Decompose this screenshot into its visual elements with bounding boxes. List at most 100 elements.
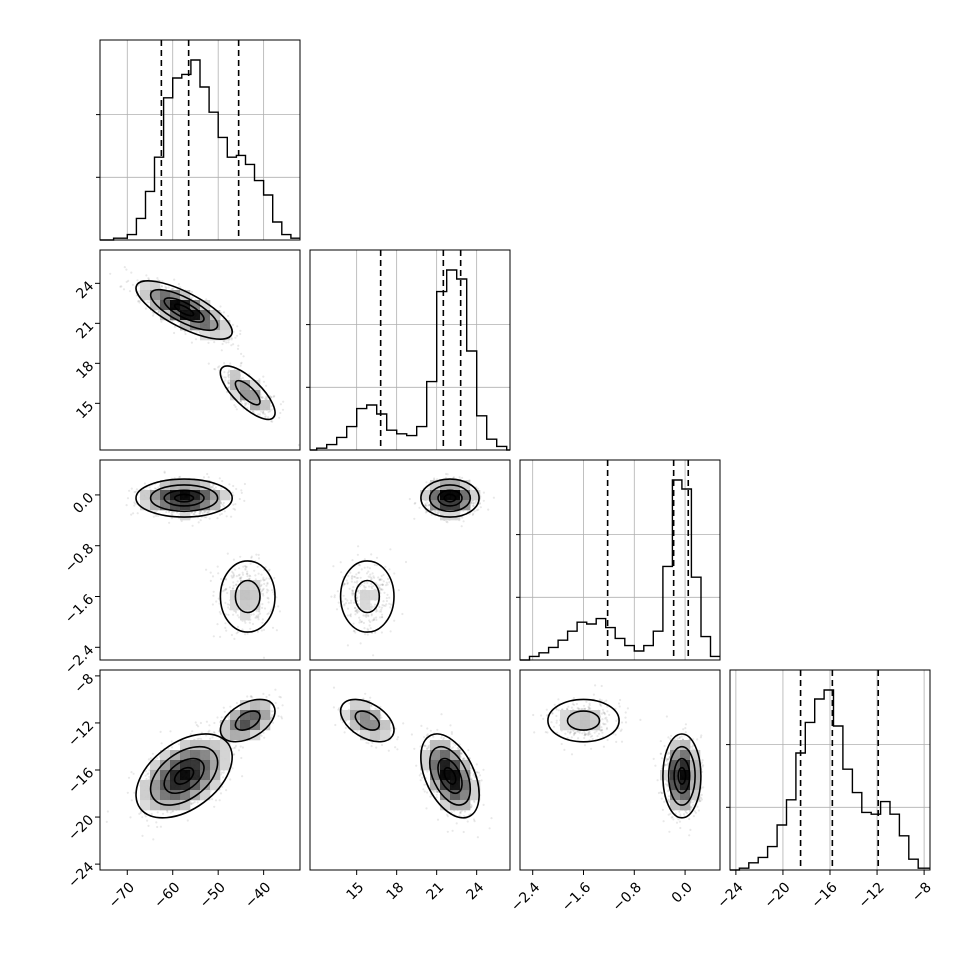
scatter-point bbox=[254, 616, 257, 619]
scatter-point bbox=[239, 362, 243, 365]
scatter-point bbox=[262, 594, 265, 597]
density-cell bbox=[200, 310, 211, 321]
scatter-point bbox=[227, 376, 230, 379]
scatter-point bbox=[202, 476, 206, 479]
scatter-point bbox=[482, 499, 485, 502]
scatter-point bbox=[424, 504, 427, 507]
panel-frame bbox=[99, 459, 301, 661]
scatter-point bbox=[359, 576, 362, 579]
scatter-point bbox=[277, 605, 280, 608]
scatter-point bbox=[476, 487, 480, 490]
scatter-point bbox=[236, 325, 239, 328]
scatter-point bbox=[222, 311, 226, 314]
scatter-point bbox=[363, 566, 366, 569]
scatter-point bbox=[223, 371, 226, 374]
scatter-point bbox=[190, 341, 193, 344]
scatter-point bbox=[161, 812, 165, 815]
contour-line bbox=[428, 484, 472, 513]
scatter-point bbox=[240, 361, 243, 364]
panel-frame bbox=[309, 459, 511, 661]
scatter-point bbox=[333, 594, 336, 597]
scatter-point bbox=[369, 627, 372, 630]
scatter-point bbox=[221, 342, 224, 346]
scatter-point bbox=[232, 576, 235, 579]
scatter-point bbox=[355, 573, 358, 576]
density-cell bbox=[220, 320, 231, 331]
scatter-point bbox=[349, 614, 352, 617]
scatter-point bbox=[199, 510, 202, 513]
scatter-point bbox=[194, 338, 198, 341]
scatter-point bbox=[125, 280, 128, 283]
scatter-point bbox=[367, 614, 370, 617]
scatter-point bbox=[477, 508, 480, 511]
scatter-point bbox=[203, 511, 207, 514]
scatter-point bbox=[214, 486, 217, 489]
scatter-point bbox=[234, 336, 237, 339]
scatter-point bbox=[157, 310, 160, 314]
density-cell bbox=[460, 500, 471, 511]
scatter-point bbox=[212, 590, 215, 593]
scatter-point bbox=[347, 602, 351, 605]
scatter-point bbox=[147, 277, 150, 280]
density-cell bbox=[230, 600, 241, 611]
scatter-point bbox=[227, 375, 230, 378]
scatter-point bbox=[263, 607, 267, 610]
density-cell bbox=[200, 300, 211, 311]
scatter-point bbox=[472, 504, 475, 508]
scatter-point bbox=[362, 614, 365, 617]
scatter-point bbox=[266, 613, 269, 616]
scatter-point bbox=[120, 285, 123, 288]
scatter-point bbox=[266, 596, 269, 600]
scatter-point bbox=[397, 589, 400, 592]
scatter-point bbox=[235, 632, 238, 635]
scatter-point bbox=[363, 586, 366, 589]
scatter-point bbox=[257, 618, 260, 621]
scatter-point bbox=[144, 307, 147, 310]
scatter-point bbox=[146, 301, 149, 304]
scatter-point bbox=[231, 570, 234, 574]
scatter-point bbox=[358, 591, 361, 595]
scatter-point bbox=[373, 603, 376, 606]
contour-line bbox=[173, 303, 195, 317]
scatter-point bbox=[363, 627, 366, 630]
scatter-point bbox=[257, 613, 260, 616]
scatter-point bbox=[255, 610, 258, 613]
density-cell bbox=[460, 480, 471, 491]
scatter-point bbox=[233, 404, 236, 407]
scatter-point bbox=[388, 602, 391, 605]
scatter-point bbox=[206, 472, 209, 476]
scatter-point bbox=[341, 600, 344, 603]
scatter-point bbox=[380, 574, 383, 578]
scatter-point bbox=[256, 565, 259, 568]
scatter-point bbox=[272, 395, 275, 398]
scatter-point bbox=[211, 485, 214, 488]
scatter-point bbox=[241, 573, 245, 576]
scatter-point bbox=[158, 310, 161, 313]
scatter-point bbox=[373, 605, 376, 608]
scatter-point bbox=[388, 596, 391, 599]
scatter-point bbox=[264, 566, 267, 569]
scatter-point bbox=[234, 503, 237, 506]
scatter-point bbox=[232, 573, 235, 576]
scatter-point bbox=[212, 635, 215, 638]
scatter-point bbox=[153, 487, 157, 490]
scatter-point bbox=[230, 337, 233, 340]
scatter-point bbox=[177, 283, 180, 286]
scatter-point bbox=[232, 330, 235, 333]
scatter-point bbox=[266, 582, 269, 586]
scatter-point bbox=[219, 612, 222, 615]
scatter-point bbox=[172, 810, 175, 813]
scatter-point bbox=[261, 589, 264, 593]
scatter-point bbox=[354, 613, 357, 616]
scatter-point bbox=[221, 776, 225, 779]
scatter-point bbox=[245, 403, 248, 406]
scatter-point bbox=[119, 285, 122, 288]
scatter-point bbox=[350, 577, 354, 580]
scatter-point bbox=[226, 380, 229, 383]
scatter-point bbox=[379, 588, 383, 591]
scatter-point bbox=[152, 312, 155, 315]
scatter-point bbox=[354, 609, 357, 613]
density-cell bbox=[150, 280, 161, 291]
scatter-point bbox=[246, 570, 249, 573]
scatter-point bbox=[226, 603, 229, 606]
